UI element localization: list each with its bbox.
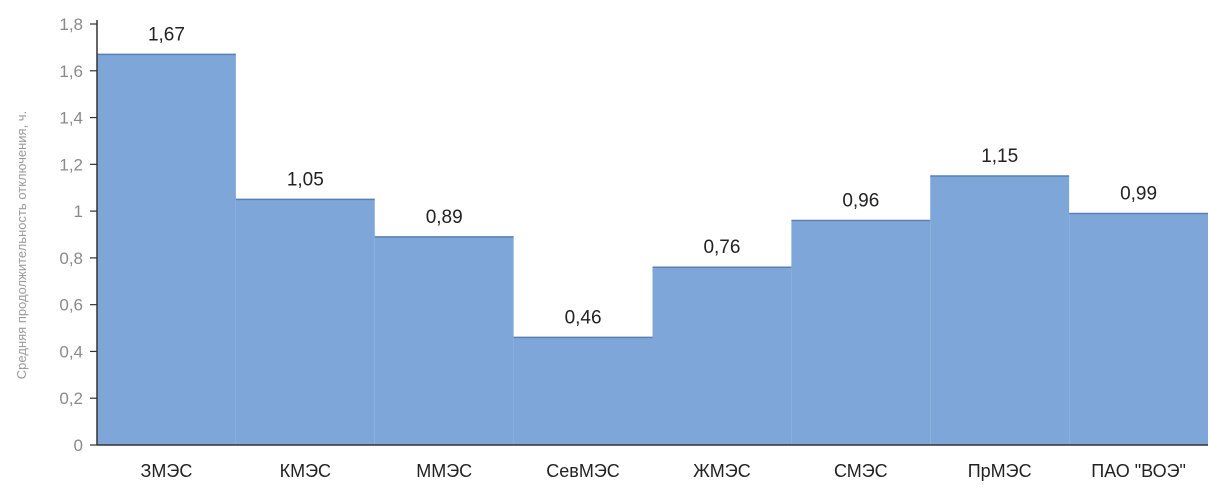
category-label-5: ЖМЭС	[693, 461, 751, 481]
data-label-6: 0,96	[842, 190, 879, 211]
data-label-1: 1,67	[148, 24, 185, 45]
y-tick-label-1: 0,2	[59, 389, 83, 408]
y-tick-label-8: 1,6	[59, 62, 83, 81]
category-label-8: ПАО "ВОЭ"	[1091, 461, 1186, 481]
bar-7	[930, 176, 1070, 445]
category-label-2: КМЭС	[280, 461, 331, 481]
x-labels-group: ЗМЭС КМЭС ММЭС СевМЭС ЖМЭС СМЭС ПрМЭС ПАО "ВОЭ"	[141, 461, 1186, 481]
bar-6	[791, 220, 931, 445]
bar-5	[652, 267, 792, 445]
y-tick-label-9: 1,8	[59, 15, 83, 34]
bar-2	[235, 199, 375, 445]
y-tick-label-6: 1,2	[59, 155, 83, 174]
category-label-4: СевМЭС	[546, 461, 620, 481]
bar-8	[1069, 213, 1208, 445]
data-label-5: 0,76	[703, 237, 740, 258]
y-ticks-group: 0 0,2 0,4 0,6 0,8 1 1,2 1,4 1,6 1,8	[59, 15, 97, 455]
category-label-3: ММЭС	[416, 461, 472, 481]
data-labels-group: 1,67 1,05 0,89 0,46 0,76 0,96 1,15 0,99	[148, 24, 1157, 328]
data-label-7: 1,15	[981, 146, 1018, 167]
y-tick-label-7: 1,4	[59, 109, 83, 128]
y-tick-label-2: 0,4	[59, 342, 83, 361]
y-tick-label-0: 0	[74, 436, 83, 455]
category-label-6: СМЭС	[834, 461, 888, 481]
category-label-1: ЗМЭС	[141, 461, 193, 481]
y-tick-label-3: 0,6	[59, 296, 83, 315]
data-label-4: 0,46	[565, 307, 602, 328]
data-label-8: 0,99	[1120, 183, 1157, 204]
bar-3	[374, 236, 514, 445]
y-axis-title: Средняя продолжительность отключения, ч.	[14, 111, 29, 379]
bar-1	[97, 54, 236, 446]
data-label-3: 0,89	[426, 207, 463, 228]
bars-group	[97, 53, 1208, 446]
y-tick-label-5: 1	[74, 202, 83, 221]
y-tick-label-4: 0,8	[59, 249, 83, 268]
category-label-7: ПрМЭС	[968, 461, 1032, 481]
data-label-2: 1,05	[287, 169, 324, 190]
bar-4	[513, 337, 653, 445]
